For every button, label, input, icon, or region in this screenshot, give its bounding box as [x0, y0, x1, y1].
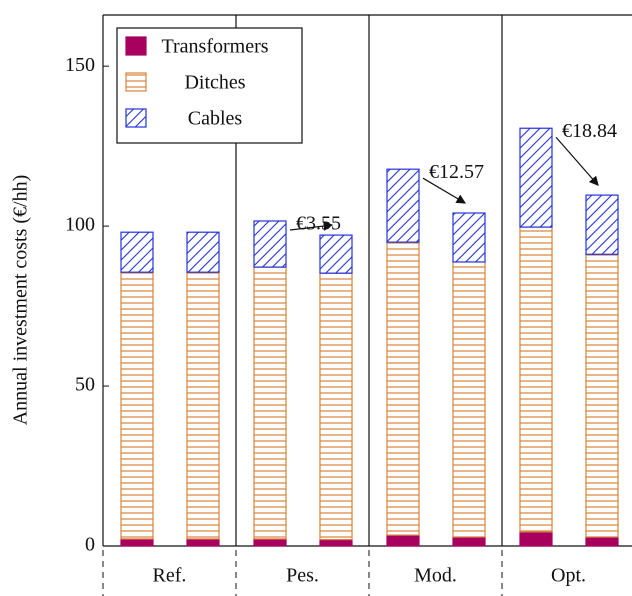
y-tick-label: 150: [65, 54, 95, 76]
y-tick-label: 50: [75, 374, 95, 396]
legend-swatch: [125, 108, 147, 128]
bar-segment: [386, 534, 420, 547]
bar-segment: [519, 226, 553, 533]
legend-swatch: [125, 72, 147, 92]
bar-segment: [186, 231, 220, 273]
annotation-arrow: [555, 136, 599, 186]
bar-segment: [120, 538, 154, 547]
bar-segment: [186, 538, 220, 547]
annotation: €3.55: [296, 213, 341, 235]
y-tick-label: 0: [85, 534, 95, 556]
annotation: €12.57: [429, 161, 484, 183]
bar-segment: [585, 194, 619, 255]
x-tick-label: Ref.: [153, 565, 187, 587]
annotation: €18.84: [562, 120, 617, 142]
legend-box: [116, 27, 303, 144]
bar-segment: [585, 536, 619, 547]
legend-label: Ditches: [184, 72, 245, 94]
bar-segment: [386, 168, 420, 243]
x-tick-label: Opt.: [551, 565, 586, 587]
bar-segment: [452, 261, 486, 538]
bar-segment: [319, 539, 353, 547]
legend-swatch: [125, 36, 147, 56]
bar-segment: [253, 220, 287, 268]
annotation-arrow: [422, 177, 467, 204]
bar-segment: [120, 271, 154, 540]
bar-segment: [253, 538, 287, 547]
bar-segment: [120, 231, 154, 273]
bar-segment: [386, 241, 420, 536]
bar-segment: [253, 266, 287, 540]
x-tick-label: Pes.: [286, 565, 319, 587]
bar-segment: [452, 536, 486, 547]
bar-segment: [186, 271, 220, 540]
x-tick-label: Mod.: [414, 565, 457, 587]
bar-segment: [519, 531, 553, 547]
bar-segment: [319, 272, 353, 541]
legend-label: Cables: [188, 108, 243, 130]
bar-segment: [585, 253, 619, 538]
legend-label: Transformers: [161, 36, 268, 58]
y-axis-label: Annual investment costs (€/hh): [10, 175, 32, 426]
y-tick-label: 100: [65, 214, 95, 236]
bar-segment: [452, 212, 486, 263]
bar-segment: [319, 234, 353, 274]
bar-segment: [519, 127, 553, 228]
annotation-arrow: [289, 221, 334, 231]
